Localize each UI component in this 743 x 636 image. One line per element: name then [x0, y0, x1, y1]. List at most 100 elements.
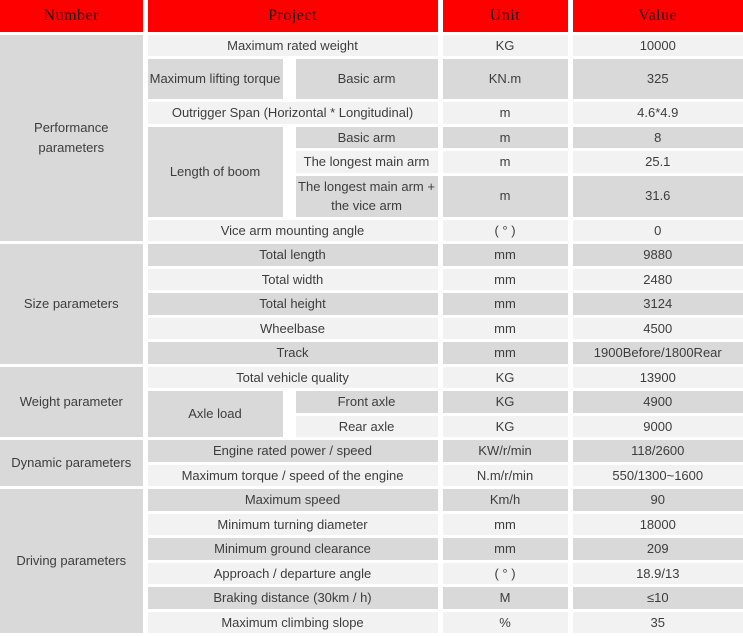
project-cell: Braking distance (30km / h)	[145, 585, 443, 612]
unit-cell: mm	[440, 316, 573, 342]
value-cell: 9000	[570, 414, 743, 440]
project-cell: Maximum torque / speed of the engine	[145, 463, 443, 489]
unit-cell: m	[440, 100, 573, 127]
col-header-project: Project	[145, 0, 443, 35]
project-cell: Outrigger Span (Horizontal * Longitudina…	[145, 100, 443, 127]
table-row: Driving parameters Maximum speed Km/h 90	[0, 487, 743, 636]
unit-cell: KN.m	[440, 57, 573, 102]
value-cell: 31.6	[570, 174, 743, 220]
value-cell: 35	[570, 610, 743, 636]
group-cell-dynamic: Dynamic parameters	[0, 438, 148, 489]
table-row: Performance parameters Maximum rated wei…	[0, 33, 743, 244]
value-cell: 3124	[570, 291, 743, 318]
project-cell: Basic arm	[289, 57, 443, 102]
unit-cell: KG	[440, 33, 573, 59]
value-cell: 2480	[570, 267, 743, 293]
project-cell: The longest main arm	[289, 149, 443, 176]
table-row: Vice arm mounting angle ( ° ) 0	[0, 218, 743, 244]
project-cell: Engine rated power / speed	[145, 438, 443, 465]
col-header-unit: Unit	[440, 0, 573, 35]
table-row: Length of boom Basic arm m 8	[0, 125, 743, 220]
value-cell: 1900Before/1800Rear	[570, 340, 743, 367]
value-cell: 4500	[570, 316, 743, 342]
group-cell-size: Size parameters	[0, 242, 148, 367]
unit-cell: m	[440, 125, 573, 151]
table-row: Total height mm 3124	[0, 291, 743, 318]
unit-cell: M	[440, 585, 573, 612]
table-row: Wheelbase mm 4500	[0, 316, 743, 342]
project-cell: Rear axle	[289, 414, 443, 440]
unit-cell: ( ° )	[440, 218, 573, 244]
table-row: Total width mm 2480	[0, 267, 743, 293]
project-cell: Approach / departure angle	[145, 561, 443, 587]
project-cell: Minimum ground clearance	[145, 536, 443, 563]
value-cell: 0	[570, 218, 743, 244]
value-cell: 25.1	[570, 149, 743, 176]
merged-cell-length-of-boom: Length of boom	[145, 125, 296, 220]
table-row: Approach / departure angle ( ° ) 18.9/13	[0, 561, 743, 587]
value-cell: 118/2600	[570, 438, 743, 465]
value-cell: 9880	[570, 242, 743, 269]
unit-cell: Km/h	[440, 487, 573, 514]
unit-cell: KG	[440, 389, 573, 416]
value-cell: 209	[570, 536, 743, 563]
value-cell: 325	[570, 57, 743, 102]
project-cell: Total vehicle quality	[145, 365, 443, 391]
table-row: Minimum ground clearance mm 209	[0, 536, 743, 563]
project-cell: Total height	[145, 291, 443, 318]
merged-cell-axle-load: Axle load	[145, 389, 296, 440]
unit-cell: %	[440, 610, 573, 636]
value-cell: 8	[570, 125, 743, 151]
group-cell-performance: Performance parameters	[0, 33, 148, 244]
project-cell: Maximum speed	[145, 487, 443, 514]
unit-cell: mm	[440, 340, 573, 367]
value-cell: 13900	[570, 365, 743, 391]
value-cell: 4900	[570, 389, 743, 416]
merged-cell-lifting-torque: Maximum lifting torque	[145, 57, 296, 102]
value-cell: 550/1300~1600	[570, 463, 743, 489]
project-cell: Wheelbase	[145, 316, 443, 342]
table-row: Size parameters Total length mm 9880	[0, 242, 743, 367]
table-row: Maximum lifting torque Basic arm KN.m 32…	[0, 57, 743, 102]
table-row: Outrigger Span (Horizontal * Longitudina…	[0, 100, 743, 127]
table-row: Dynamic parameters Engine rated power / …	[0, 438, 743, 489]
project-cell: Minimum turning diameter	[145, 512, 443, 538]
table-row: Rear axle KG 9000	[0, 414, 743, 440]
unit-cell: KG	[440, 365, 573, 391]
unit-cell: mm	[440, 267, 573, 293]
unit-cell: KW/r/min	[440, 438, 573, 465]
table-row: The longest main arm m 25.1	[0, 149, 743, 176]
project-cell: Maximum rated weight	[145, 33, 443, 59]
unit-cell: ( ° )	[440, 561, 573, 587]
table-row: Weight parameter Total vehicle quality K…	[0, 365, 743, 440]
value-cell: 18.9/13	[570, 561, 743, 587]
project-cell: Total length	[145, 242, 443, 269]
group-cell-driving: Driving parameters	[0, 487, 148, 636]
unit-cell: m	[440, 149, 573, 176]
value-cell: 18000	[570, 512, 743, 538]
project-cell: Track	[145, 340, 443, 367]
table-row: Maximum torque / speed of the engine N.m…	[0, 463, 743, 489]
value-cell: 4.6*4.9	[570, 100, 743, 127]
project-cell: The longest main arm + the vice arm	[289, 174, 443, 220]
header-row: Number Project Unit Value	[0, 0, 743, 35]
unit-cell: mm	[440, 242, 573, 269]
unit-cell: mm	[440, 291, 573, 318]
unit-cell: N.m/r/min	[440, 463, 573, 489]
col-header-value: Value	[570, 0, 743, 35]
unit-cell: m	[440, 174, 573, 220]
table-row: The longest main arm + the vice arm m 31…	[0, 174, 743, 220]
table-row: Axle load Front axle KG 4900	[0, 389, 743, 440]
project-cell: Total width	[145, 267, 443, 293]
table-row: Track mm 1900Before/1800Rear	[0, 340, 743, 367]
unit-cell: mm	[440, 536, 573, 563]
col-header-number: Number	[0, 0, 148, 35]
value-cell: 90	[570, 487, 743, 514]
project-cell: Basic arm	[289, 125, 443, 151]
project-cell: Maximum climbing slope	[145, 610, 443, 636]
project-cell: Front axle	[289, 389, 443, 416]
table-row: Minimum turning diameter mm 18000	[0, 512, 743, 538]
group-cell-weight: Weight parameter	[0, 365, 148, 440]
project-cell: Vice arm mounting angle	[145, 218, 443, 244]
